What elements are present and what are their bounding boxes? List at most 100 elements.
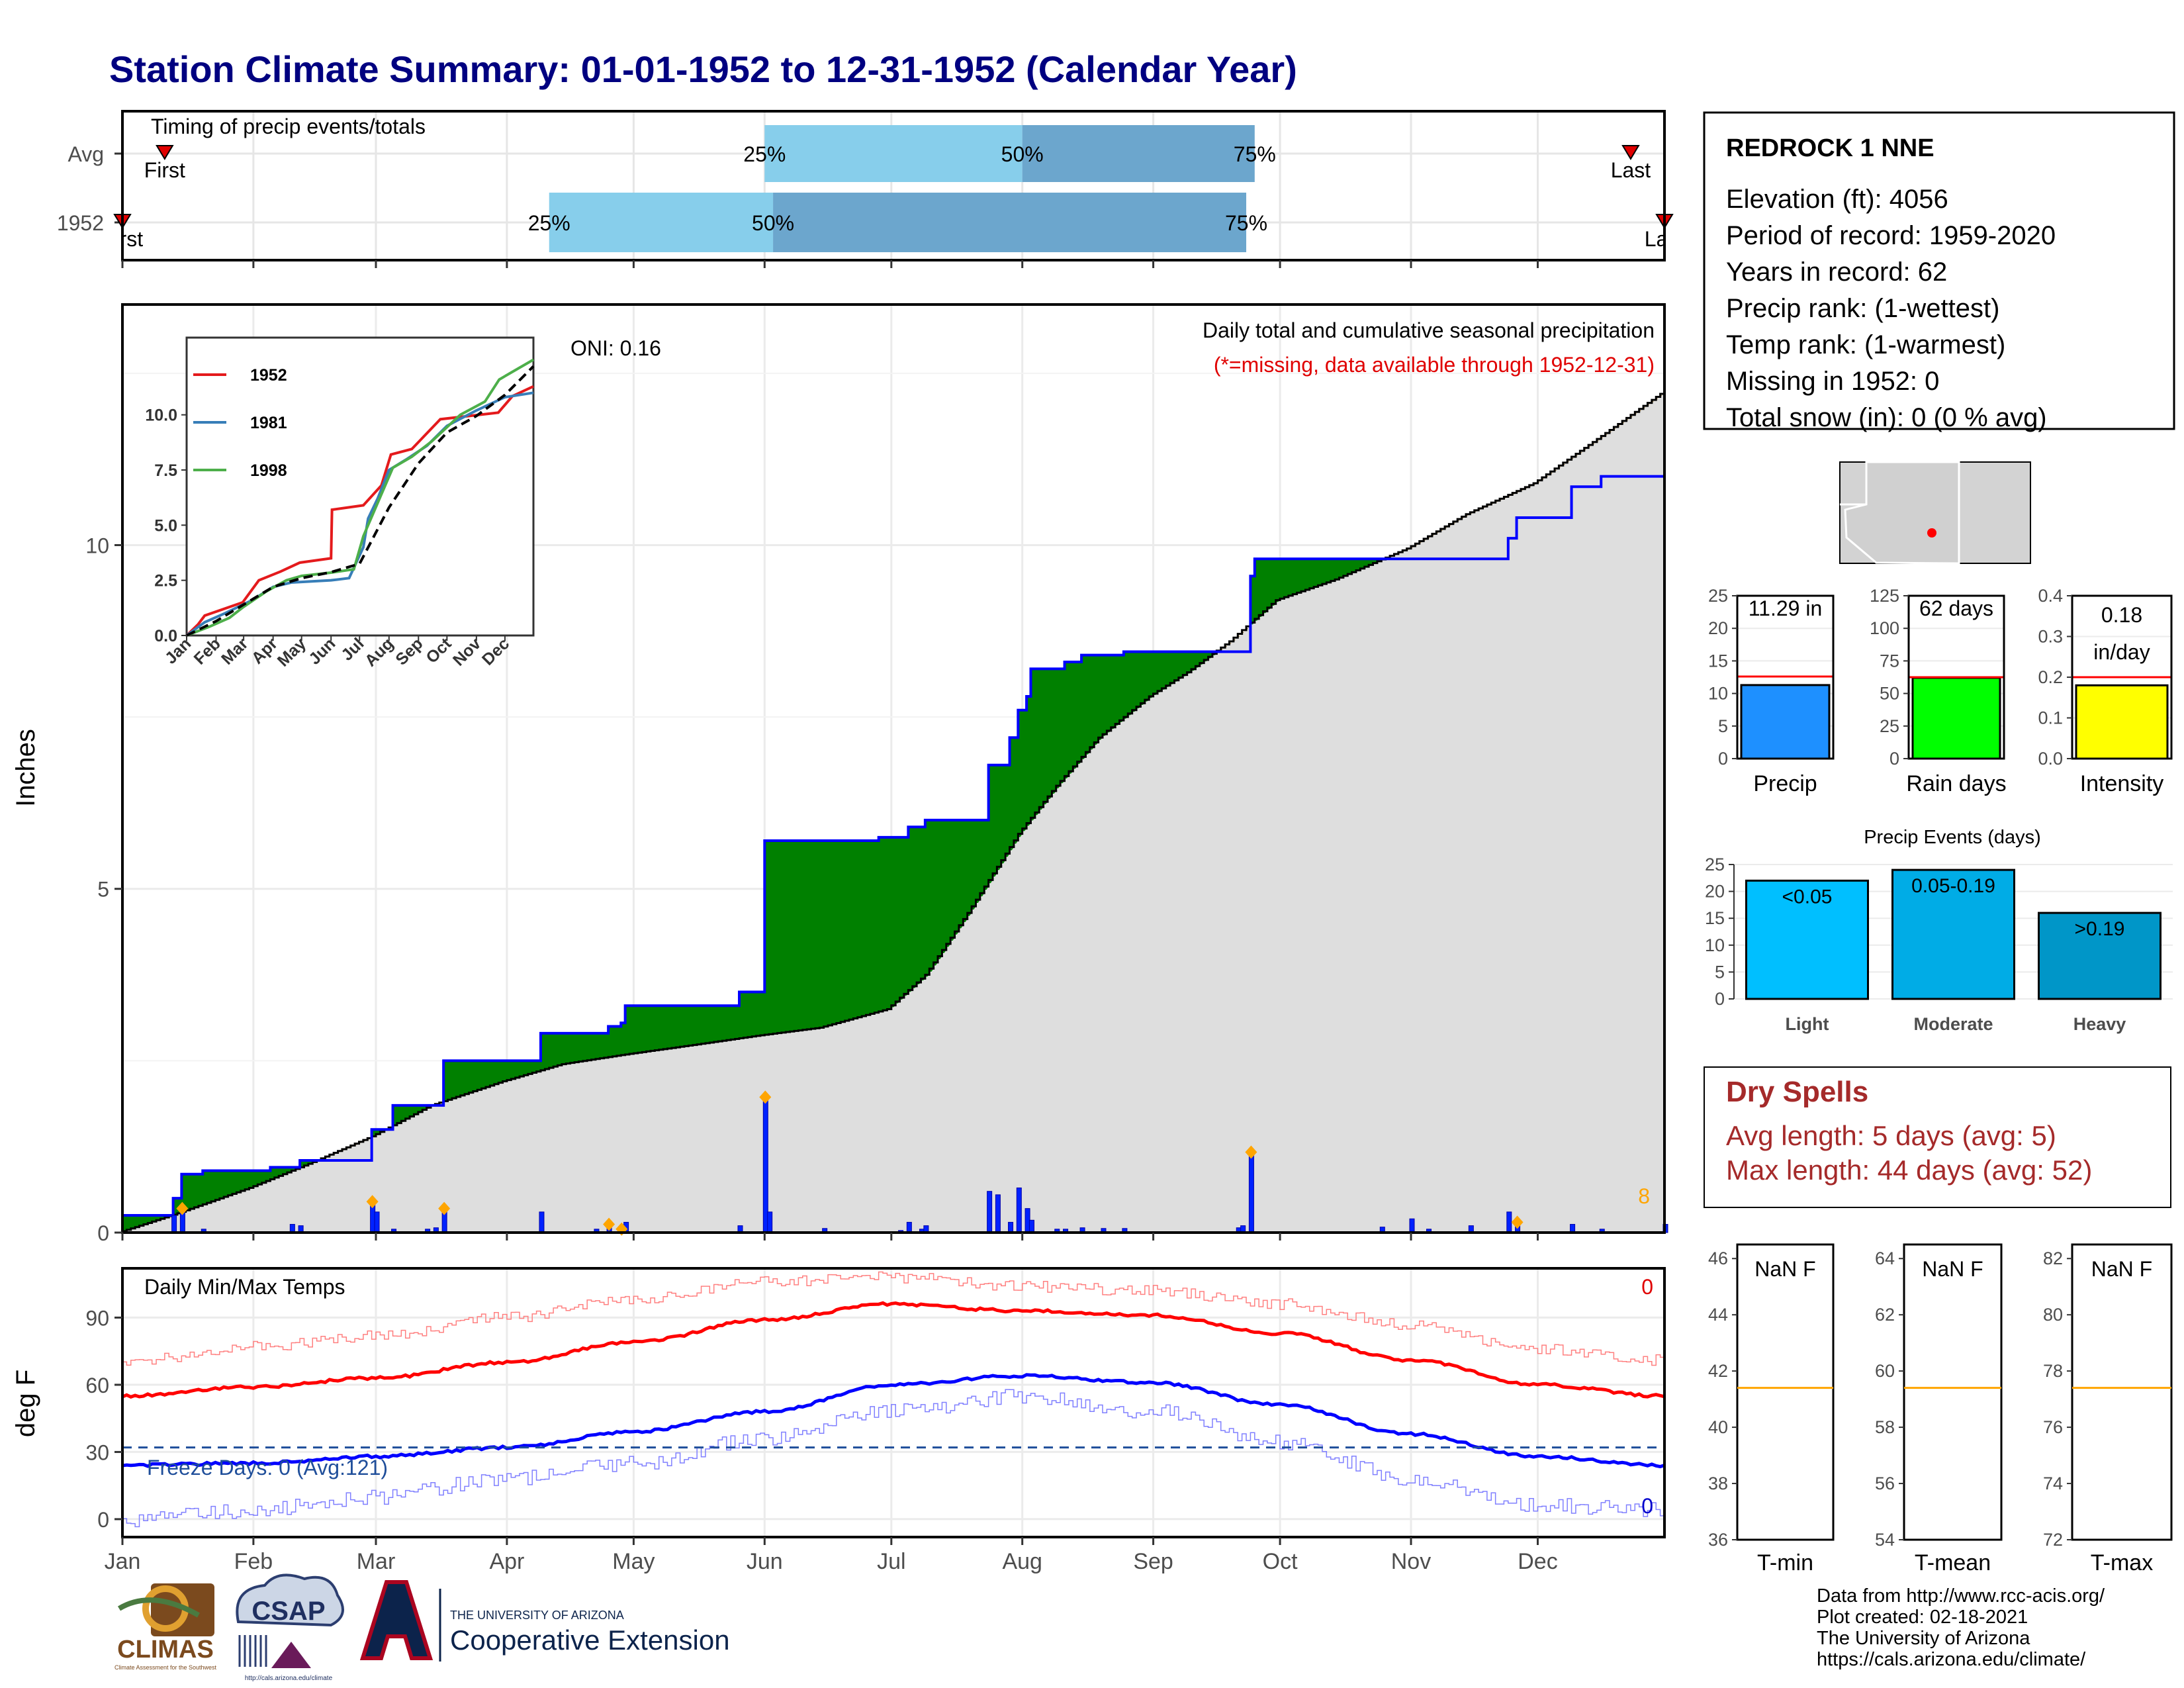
daily-precip-bar [374, 1211, 380, 1233]
x-month-label: Apr [489, 1549, 524, 1574]
above-average-fill [608, 1026, 614, 1058]
above-average-fill [938, 820, 943, 960]
y-axis-label: deg F [11, 1370, 40, 1437]
above-average-fill [291, 1167, 296, 1172]
above-average-fill [655, 1006, 660, 1051]
above-average-fill [215, 1170, 220, 1201]
above-average-fill [790, 841, 795, 1032]
above-average-fill [684, 1006, 690, 1047]
y-tick-label: 0.4 [2038, 586, 2063, 606]
quartile-bar-low [549, 193, 774, 252]
event-marker [438, 1201, 451, 1215]
timing-title: Timing of precip events/totals [151, 115, 426, 138]
above-average-fill [1022, 710, 1027, 831]
y-tick-label: 72 [2043, 1530, 2063, 1550]
above-average-fill [1259, 559, 1264, 618]
first-last-marker [1621, 145, 1640, 160]
tmin-count: 0 [1641, 1494, 1653, 1518]
above-average-fill [304, 1160, 309, 1167]
above-average-fill [261, 1170, 267, 1184]
bar-panel-frame [1736, 594, 1835, 760]
event-bar [1745, 879, 1869, 1000]
station-detail: Missing in 1952: 0 [1726, 367, 1939, 396]
above-average-fill [629, 1006, 635, 1055]
y-tick-label: 5 [1715, 962, 1725, 982]
above-average-fill [469, 1060, 474, 1094]
above-average-fill [862, 841, 867, 1017]
csap-logo-url: http://cals.arizona.edu/climate [245, 1675, 333, 1682]
dry-spells-max: Max length: 44 days (avg: 52) [1726, 1154, 2092, 1186]
y-tick-label: 0 [1718, 749, 1728, 769]
event-marker [1245, 1145, 1257, 1159]
above-average-fill [1043, 669, 1048, 805]
above-average-fill [194, 1174, 199, 1209]
above-average-fill [545, 1033, 550, 1070]
footer-credits: Data from http://www.rcc-acis.org/Plot c… [1817, 1585, 2105, 1670]
above-average-fill [1204, 651, 1209, 662]
last-label: Last [1645, 227, 1685, 251]
comparison-bar [1911, 677, 2001, 760]
y-tick-label: 36 [1708, 1530, 1728, 1550]
bar-value-label: 62 days [1919, 596, 1993, 620]
above-average-fill [925, 820, 931, 977]
y-tick-label: 30 [85, 1440, 109, 1464]
timing-frame [121, 110, 1666, 261]
footer-line: Data from http://www.rcc-acis.org/ [1817, 1585, 2105, 1607]
above-average-fill [1165, 651, 1171, 687]
above-average-fill [1178, 651, 1184, 679]
above-average-fill [1360, 559, 1365, 570]
above-average-fill [1364, 559, 1369, 568]
y-tick-label: 46 [1708, 1248, 1728, 1268]
above-average-fill [520, 1060, 525, 1078]
above-average-fill [1157, 651, 1163, 692]
above-average-fill [891, 837, 896, 1008]
event-count: 8 [1638, 1184, 1650, 1208]
page-title: Station Climate Summary: 01-01-1952 to 1… [109, 48, 1297, 90]
above-average-fill [844, 841, 850, 1021]
above-average-fill [726, 1006, 732, 1041]
above-average-fill [823, 841, 829, 1027]
bar-category-label: Rain days [1906, 771, 2006, 796]
above-average-fill [536, 1060, 541, 1072]
y-tick-label: 90 [85, 1306, 109, 1330]
quartile-label: 25% [528, 211, 570, 235]
events-title: Precip Events (days) [1864, 827, 2041, 848]
x-month-label: Mar [357, 1549, 396, 1574]
above-average-fill [1284, 559, 1289, 598]
station-name: REDROCK 1 NNE [1726, 134, 1934, 162]
y-tick-label: 0 [97, 1508, 109, 1532]
above-average-fill [828, 841, 833, 1026]
above-average-fill [1170, 651, 1175, 684]
ua-block-a [359, 1580, 433, 1660]
csap-logo-text: CSAP [251, 1597, 325, 1626]
above-average-fill [709, 1006, 715, 1043]
inset-y-tick-label: 10.0 [145, 406, 177, 425]
bar-value-label: in/day [2093, 640, 2150, 664]
above-average-fill [232, 1170, 238, 1195]
station-detail: Elevation (ft): 4056 [1726, 185, 1948, 214]
above-average-fill [976, 820, 981, 904]
above-average-fill [287, 1167, 293, 1174]
above-average-fill [190, 1174, 195, 1210]
above-average-fill [1250, 576, 1255, 625]
bar-category-label: Intensity [2080, 771, 2164, 796]
above-average-fill [1263, 559, 1268, 614]
above-average-fill [798, 841, 803, 1031]
temp-panel-frame [2071, 1243, 2173, 1541]
above-average-fill [1102, 655, 1108, 736]
y-tick-label: 60 [85, 1374, 109, 1397]
inset-y-tick-label: 0.0 [154, 627, 177, 645]
above-average-fill [570, 1033, 575, 1064]
daily-precip-bar [539, 1211, 545, 1233]
above-average-fill [600, 1033, 605, 1059]
y-tick-label: 62 [1875, 1305, 1895, 1325]
above-average-fill [972, 820, 977, 910]
first-label: First [144, 158, 185, 182]
temp-value-label: NaN F [2091, 1257, 2152, 1281]
y-tick-label: 40 [1708, 1417, 1728, 1437]
above-average-fill [1081, 655, 1087, 759]
above-average-fill [1271, 559, 1277, 606]
above-average-fill [249, 1170, 254, 1189]
above-average-fill [887, 837, 892, 1010]
bar-panel-frame [1907, 594, 2005, 760]
